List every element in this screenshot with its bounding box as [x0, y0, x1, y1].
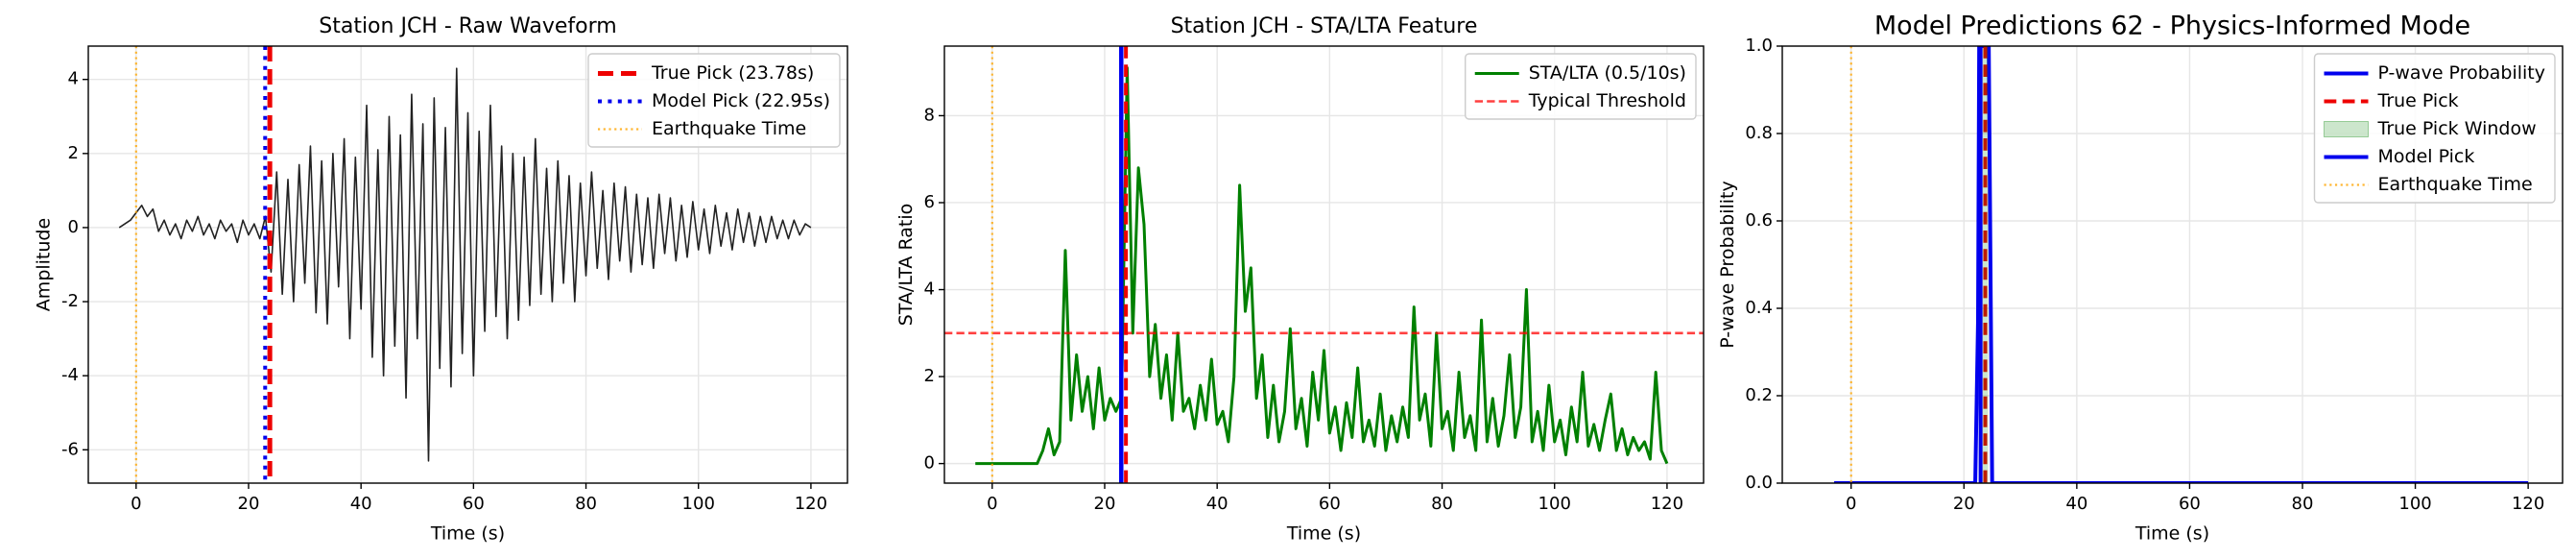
legend: P-wave Probability True Pick True Pick Win… — [2313, 53, 2556, 204]
y-tick-label: -6 — [61, 439, 79, 459]
x-tick-label: 0 — [1846, 494, 1856, 514]
y-tick-label: 2 — [924, 366, 935, 386]
y-tick-label: 0 — [68, 217, 79, 237]
x-tick-label: 120 — [2512, 494, 2544, 514]
data-line — [1834, 46, 2529, 483]
y-tick-label: 0.0 — [1745, 473, 1773, 493]
y-axis-label: P-wave Probability — [1717, 181, 1738, 349]
y-tick-label: 8 — [924, 105, 935, 125]
plot — [118, 46, 812, 483]
x-tick-label: 100 — [1538, 494, 1571, 514]
y-tick-label: -4 — [61, 365, 79, 385]
chart-title: Station JCH - STA/LTA Feature — [1171, 14, 1478, 38]
legend-swatch — [2324, 121, 2369, 137]
panel: 0 20 40 60 80 100 120 -6 -4 -2 0 2 4 Station JCH - Ra… — [34, 14, 848, 545]
x-tick-label: 60 — [1319, 494, 1341, 514]
y-tick-label: 0.4 — [1745, 298, 1773, 318]
x-tick-label: 40 — [350, 494, 372, 514]
x-tick-label: 20 — [1953, 494, 1975, 514]
x-tick-label: 120 — [1651, 494, 1683, 514]
x-tick-label: 80 — [2292, 494, 2314, 514]
x-tick-label: 20 — [1094, 494, 1116, 514]
x-axis-label: Time (s) — [2135, 523, 2209, 545]
panel: 0 20 40 60 80 100 120 0 2 4 6 8 Station JCH - STA/LT… — [895, 14, 1705, 545]
y-tick-label: 1.0 — [1745, 36, 1773, 56]
y-tick-label: 6 — [924, 192, 935, 212]
x-tick-label: 100 — [682, 494, 715, 514]
legend-box — [587, 53, 841, 148]
y-tick-label: 4 — [68, 69, 79, 89]
x-tick-label: 100 — [2398, 494, 2431, 514]
y-axis-label: STA/LTA Ratio — [895, 204, 917, 327]
span — [1982, 46, 1989, 483]
legend-label: Earthquake Time — [2378, 174, 2533, 195]
y-tick-label: 0.2 — [1745, 385, 1773, 405]
chart-title: Model Predictions 62 - Physics-Informed … — [1874, 12, 2470, 41]
plot — [944, 46, 1704, 483]
legend-label: P-wave Probability — [2378, 62, 2546, 84]
legend-label: STA/LTA (0.5/10s) — [1529, 62, 1686, 84]
axes-frame — [87, 45, 848, 484]
y-tick-label: 2 — [68, 143, 79, 163]
x-axis-label: Time (s) — [430, 523, 505, 545]
x-tick-label: 60 — [2179, 494, 2201, 514]
x-axis-label: Time (s) — [1286, 523, 1361, 545]
legend-label: Model Pick — [2378, 146, 2475, 167]
axes-frame — [943, 45, 1705, 484]
legend-box — [1465, 53, 1697, 120]
legend-box — [2313, 53, 2556, 204]
x-tick-label: 80 — [1431, 494, 1453, 514]
y-axis-label: Amplitude — [34, 218, 55, 311]
legend-label: Model Pick (22.95s) — [652, 90, 830, 111]
plot — [1834, 46, 2529, 483]
legend-label: Typical Threshold — [1528, 90, 1686, 111]
x-tick-label: 80 — [575, 494, 597, 514]
legend: True Pick (23.78s) Model Pick (22.95s) Ear… — [587, 53, 841, 148]
legend-label: Earthquake Time — [652, 118, 806, 139]
y-tick-label: 0.6 — [1745, 210, 1773, 231]
axes-frame — [1781, 45, 2564, 484]
data-line — [118, 67, 812, 462]
panel: 0 20 40 60 80 100 120 0.0 0.2 0.4 0.6 0.8 1.0 Model P… — [1717, 12, 2564, 545]
data-line — [975, 66, 1669, 466]
y-tick-label: 0.8 — [1745, 123, 1773, 143]
x-tick-label: 0 — [987, 494, 997, 514]
chart-title: Station JCH - Raw Waveform — [319, 14, 616, 38]
legend: STA/LTA (0.5/10s) Typical Threshold — [1465, 53, 1697, 120]
legend-label: True Pick (23.78s) — [651, 62, 814, 84]
x-tick-label: 40 — [1206, 494, 1228, 514]
x-tick-label: 120 — [795, 494, 827, 514]
legend-label: True Pick Window — [2377, 118, 2537, 139]
x-tick-label: 40 — [2065, 494, 2087, 514]
x-tick-label: 20 — [238, 494, 260, 514]
y-tick-label: 0 — [924, 453, 935, 474]
legend-label: True Pick — [2377, 90, 2459, 111]
x-tick-label: 60 — [463, 494, 485, 514]
y-tick-label: 4 — [924, 280, 935, 300]
x-tick-label: 0 — [131, 494, 141, 514]
y-tick-label: -2 — [61, 291, 79, 311]
